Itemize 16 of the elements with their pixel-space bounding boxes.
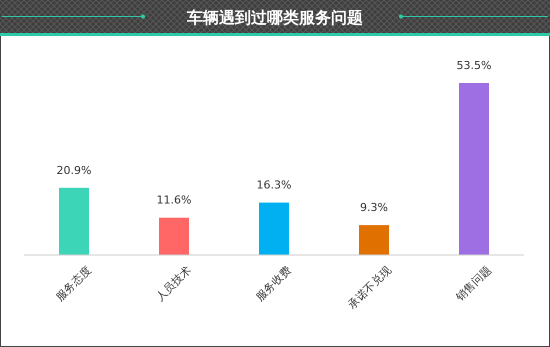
- bar: [259, 202, 289, 255]
- x-tick-label: 服务收费: [253, 263, 294, 304]
- data-label: 9.3%: [360, 201, 388, 214]
- bar: [59, 188, 89, 255]
- data-label: 20.9%: [56, 164, 92, 177]
- data-label: 16.3%: [256, 178, 292, 192]
- bar: [459, 83, 489, 255]
- x-tick-label: 销售问题: [453, 264, 494, 305]
- bar: [159, 218, 189, 255]
- data-label: 53.5%: [456, 59, 492, 72]
- x-tick-label: 承诺不兑现: [346, 263, 394, 312]
- x-tick-label: 人员技术: [153, 263, 194, 304]
- x-tick-label: 服务态度: [53, 263, 94, 304]
- chart-title: 车辆遇到过哪类服务问题: [186, 8, 363, 27]
- data-label: 11.6%: [156, 194, 192, 207]
- bar: [359, 225, 389, 255]
